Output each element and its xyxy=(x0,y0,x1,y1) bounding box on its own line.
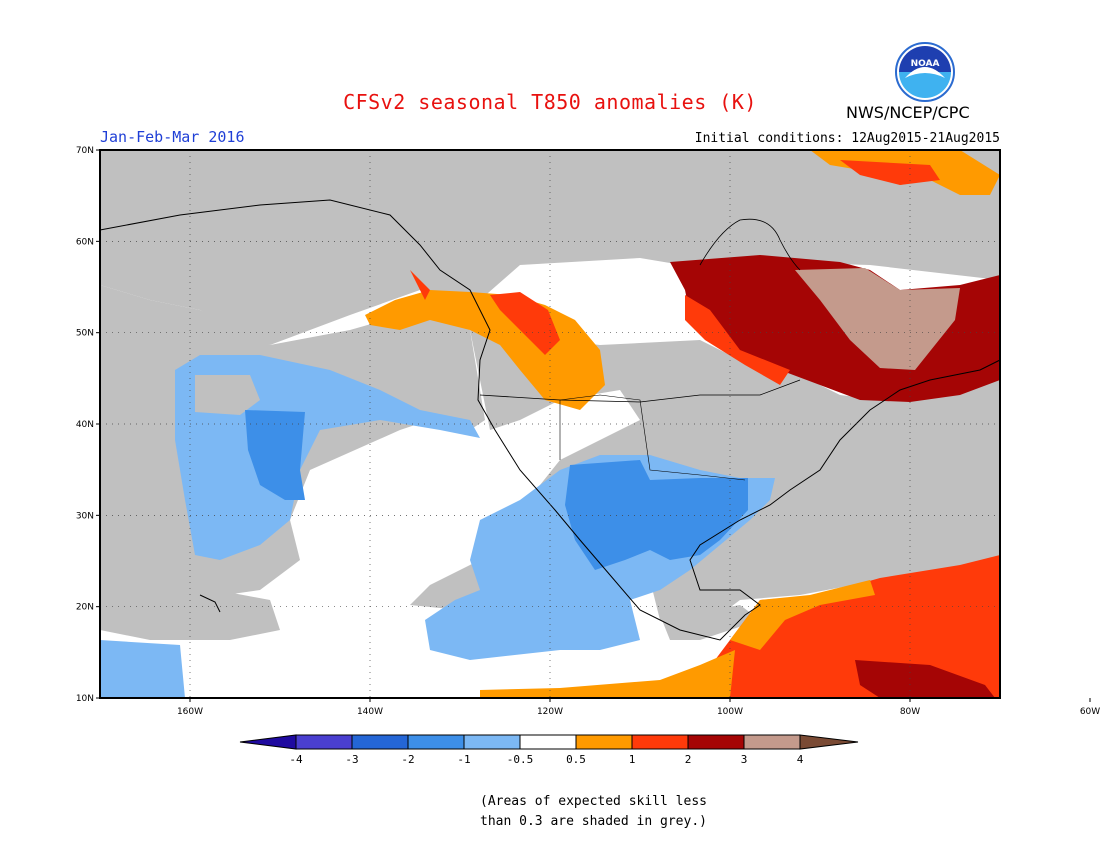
colorbar-arrow-right xyxy=(799,734,859,750)
us-canada-border xyxy=(479,379,801,403)
lon-label: 120W xyxy=(537,707,563,717)
warm-red-bc xyxy=(490,292,560,355)
warm-orange-pacific-south xyxy=(480,650,735,698)
skill-note: (Areas of expected skill less than 0.3 a… xyxy=(480,792,707,832)
colorbar-swatch xyxy=(407,734,465,750)
colorbar-label: 3 xyxy=(741,753,748,766)
grey-island-pacific xyxy=(195,375,260,415)
grey-region-north xyxy=(100,150,1000,345)
skill-note-line1: (Areas of expected skill less xyxy=(480,794,707,809)
colorbar-label: -3 xyxy=(345,753,358,766)
lat-label: 40N xyxy=(76,420,94,430)
chart-title: CFSv2 seasonal T850 anomalies (K) xyxy=(343,90,757,114)
forecast-period: Jan-Feb-Mar 2016 xyxy=(100,128,245,146)
colorbar-swatch xyxy=(295,734,353,750)
lon-label: 80W xyxy=(900,707,920,717)
warm-tan-quebec xyxy=(795,268,960,370)
lon-label: 60W xyxy=(1080,707,1100,717)
lat-label: 30N xyxy=(76,511,94,521)
colorbar-swatch xyxy=(575,734,633,750)
warm-red-caribbean xyxy=(700,555,1000,698)
colorbar-label: -2 xyxy=(401,753,414,766)
colorbar-label: -1 xyxy=(457,753,470,766)
hawaii-islands xyxy=(199,594,221,613)
colorbar-swatch xyxy=(631,734,689,750)
cool-mid-pacific xyxy=(245,410,305,500)
lat-label: 20N xyxy=(76,603,94,613)
lon-label: 160W xyxy=(177,707,203,717)
skill-note-line2: than 0.3 are shaded in grey.) xyxy=(480,814,707,829)
coastline xyxy=(99,199,1001,641)
warm-dark-colombia xyxy=(855,660,995,698)
colorbar-swatch xyxy=(687,734,745,750)
colorbar-swatch xyxy=(463,734,521,750)
colorbar-label: -4 xyxy=(289,753,303,766)
svg-text:NOAA: NOAA xyxy=(911,59,940,69)
lat-label: 50N xyxy=(76,329,94,339)
colorbar-label: 2 xyxy=(685,753,692,766)
cool-light-hawaii-south xyxy=(100,640,185,698)
lon-label: 140W xyxy=(357,707,383,717)
cool-mid-texas xyxy=(565,460,748,570)
warm-red-alaska xyxy=(410,270,430,300)
warm-red-greenland xyxy=(840,160,940,185)
lat-label: 60N xyxy=(76,237,94,247)
colorbar-label: 4 xyxy=(797,753,804,766)
grey-region-hawaii xyxy=(100,580,280,640)
colorbar-label: -0.5 xyxy=(507,753,534,766)
colorbar-swatch xyxy=(743,734,801,750)
colorbar-swatch xyxy=(519,734,577,750)
hudson-bay xyxy=(699,218,801,271)
colorbar-label: 1 xyxy=(629,753,636,766)
colorbar-arrow-left xyxy=(239,734,297,750)
colorbar-label: 0.5 xyxy=(566,753,586,766)
agency-label: NWS/NCEP/CPC xyxy=(846,103,970,122)
lat-label: 10N xyxy=(76,694,94,704)
warm-red-ontario xyxy=(685,295,790,385)
lon-label: 100W xyxy=(717,707,743,717)
noaa-logo: NOAA xyxy=(895,42,955,102)
initial-conditions: Initial conditions: 12Aug2015-21Aug2015 xyxy=(694,131,1000,146)
colorbar-swatch xyxy=(351,734,409,750)
lat-label: 70N xyxy=(76,146,94,156)
warm-orange-caribbean-edge xyxy=(730,580,875,650)
